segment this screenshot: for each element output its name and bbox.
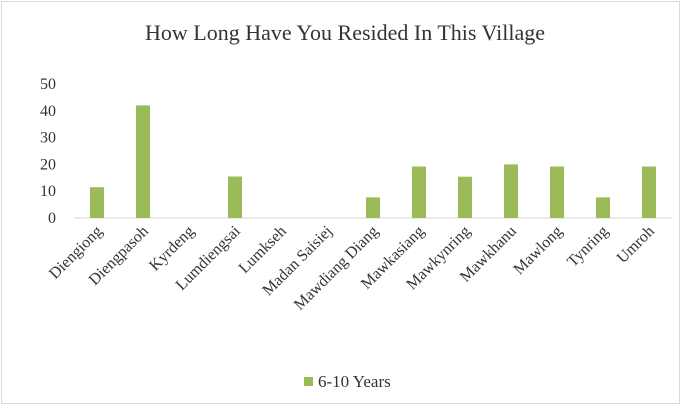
bar [228,176,242,218]
chart-title: How Long Have You Resided In This Villag… [145,20,545,45]
category-labels: DiengiongDiengpasohKyrdengLumdiengsaiLum… [46,222,658,313]
legend-swatch [304,377,313,386]
legend: 6-10 Years [304,372,391,391]
bar [504,164,518,218]
y-tick-label: 10 [40,183,56,200]
bar [90,187,104,218]
legend-label: 6-10 Years [318,372,391,391]
x-tick-label: Mawlong [510,223,565,278]
bar [458,176,472,218]
bar [412,166,426,218]
bars [90,105,656,218]
bar [550,166,564,218]
y-tick-label: 30 [40,130,56,147]
bar [136,105,150,218]
y-tick-label: 40 [40,103,56,120]
x-tick-label: Mawdiang Diang [291,223,382,314]
bar [596,197,610,218]
y-tick-label: 0 [48,210,56,227]
y-tick-label: 20 [40,156,56,173]
x-tick-label: Umroh [614,223,658,267]
bar [366,197,380,218]
bar [642,166,656,218]
y-axis-ticks: 0 10 20 30 40 50 [40,76,56,227]
y-tick-label: 50 [40,76,56,93]
x-tick-label: Tynring [564,223,612,271]
